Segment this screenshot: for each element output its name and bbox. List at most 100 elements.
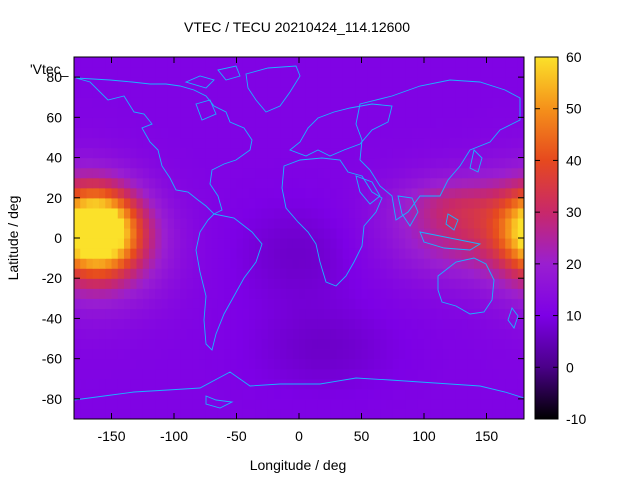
heatmap-cell (511, 248, 519, 259)
heatmap-cell (230, 127, 238, 139)
heatmap-cell (186, 167, 194, 179)
heatmap-cell (349, 268, 356, 279)
heatmap-cell (286, 97, 294, 108)
heatmap-cell (461, 167, 469, 179)
heatmap-cell (211, 77, 219, 88)
heatmap-cell (167, 328, 175, 340)
heatmap-cell (499, 308, 506, 320)
heatmap-cell (324, 328, 331, 340)
heatmap-cell (130, 348, 138, 360)
heatmap-cell (342, 388, 350, 400)
heatmap-cell (236, 97, 244, 108)
heatmap-cell (236, 398, 244, 410)
heatmap-cell (230, 408, 238, 419)
heatmap-cell (324, 107, 331, 118)
heatmap-cell (299, 408, 306, 419)
heatmap-cell (105, 177, 113, 189)
heatmap-cell (111, 207, 119, 219)
heatmap-cell (274, 388, 281, 400)
heatmap-cell (455, 258, 463, 269)
heatmap-cell (124, 328, 131, 340)
heatmap-cell (199, 308, 206, 320)
heatmap-cell (224, 408, 231, 419)
heatmap-cell (511, 227, 519, 239)
heatmap-cell (392, 147, 400, 159)
heatmap-cell (405, 308, 413, 320)
heatmap-cell (105, 238, 113, 249)
heatmap-cell (355, 268, 363, 279)
heatmap-cell (267, 77, 275, 88)
heatmap-cell (361, 398, 369, 410)
heatmap-cell (249, 248, 256, 259)
heatmap-cell (336, 268, 344, 279)
heatmap-cell (99, 248, 106, 259)
heatmap-cell (511, 77, 519, 88)
heatmap-cell (280, 368, 288, 380)
heatmap-cell (280, 107, 288, 118)
heatmap-cell (217, 207, 225, 219)
heatmap-cell (255, 57, 263, 68)
heatmap-cell (274, 298, 281, 309)
heatmap-cell (417, 258, 425, 269)
heatmap-cell (186, 288, 194, 299)
heatmap-cell (236, 328, 244, 340)
heatmap-cell (474, 157, 481, 169)
heatmap-cell (155, 227, 163, 239)
heatmap-cell (342, 328, 350, 340)
heatmap-cell (517, 288, 524, 299)
heatmap-cell (224, 107, 231, 118)
heatmap-cell (436, 378, 444, 390)
heatmap-cell (242, 238, 250, 249)
heatmap-cell (117, 187, 125, 199)
heatmap-cell (242, 107, 250, 118)
heatmap-cell (299, 197, 306, 209)
heatmap-cell (99, 408, 106, 419)
heatmap-cell (374, 197, 381, 209)
heatmap-cell (286, 147, 294, 159)
heatmap-cell (486, 197, 494, 209)
heatmap-cell (461, 268, 469, 279)
heatmap-cell (336, 378, 344, 390)
heatmap-cell (267, 197, 275, 209)
heatmap-cell (130, 368, 138, 380)
heatmap-cell (436, 368, 444, 380)
heatmap-cell (349, 278, 356, 289)
heatmap-cell (417, 248, 425, 259)
heatmap-cell (249, 197, 256, 209)
heatmap-cell (436, 338, 444, 350)
heatmap-cell (105, 107, 113, 118)
heatmap-cell (349, 187, 356, 199)
heatmap-cell (117, 177, 125, 189)
heatmap-cell (417, 97, 425, 108)
heatmap-cell (511, 368, 519, 380)
heatmap-cell (505, 388, 513, 400)
heatmap-cell (392, 388, 400, 400)
heatmap-cell (211, 127, 219, 139)
heatmap-cell (424, 77, 431, 88)
heatmap-cell (192, 338, 200, 350)
heatmap-cell (167, 137, 175, 149)
heatmap-cell (192, 77, 200, 88)
heatmap-cell (80, 328, 88, 340)
heatmap-cell (380, 197, 388, 209)
heatmap-cell (317, 167, 325, 179)
heatmap-cell (74, 338, 81, 350)
heatmap-cell (192, 298, 200, 309)
heatmap-cell (342, 77, 350, 88)
heatmap-cell (149, 117, 156, 128)
heatmap-cell (417, 328, 425, 340)
heatmap-cell (105, 368, 113, 380)
heatmap-cell (192, 378, 200, 390)
heatmap-cell (455, 137, 463, 149)
heatmap-cell (342, 298, 350, 309)
heatmap-cell (367, 298, 375, 309)
heatmap-cell (86, 238, 94, 249)
heatmap-cell (355, 147, 363, 159)
heatmap-cell (330, 258, 338, 269)
heatmap-cell (411, 217, 419, 229)
heatmap-cell (155, 217, 163, 229)
heatmap-cell (336, 258, 344, 269)
heatmap-cell (255, 87, 263, 98)
heatmap-cell (136, 227, 144, 239)
heatmap-cell (499, 187, 506, 199)
